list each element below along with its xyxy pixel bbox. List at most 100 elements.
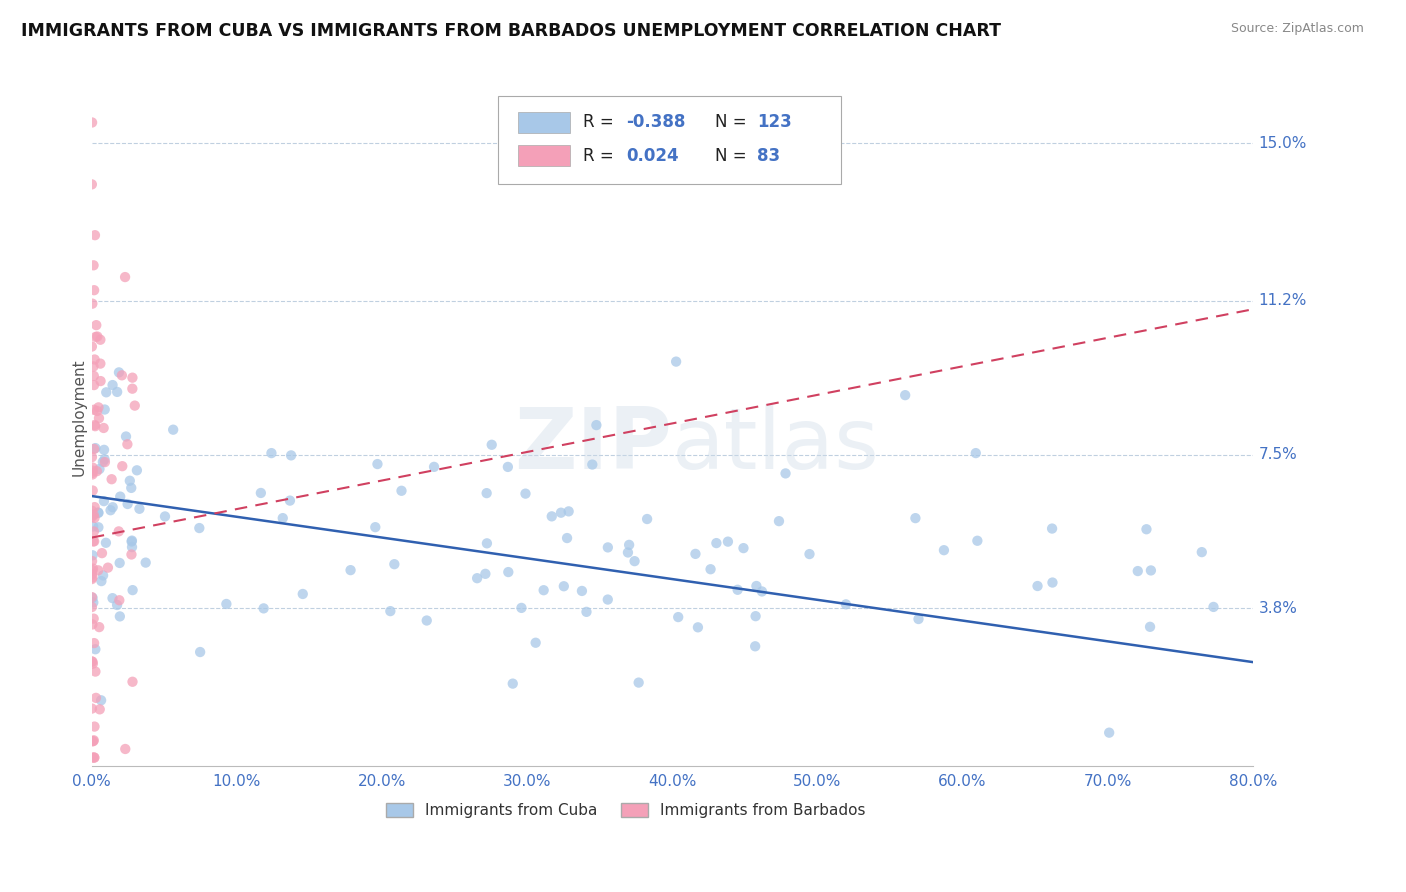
Point <box>94 455 117 469</box>
FancyBboxPatch shape <box>517 145 571 166</box>
Point <box>84 228 107 243</box>
Point <box>83 359 105 374</box>
Point <box>1139 620 1161 634</box>
Point <box>80 510 103 524</box>
Point <box>585 418 607 433</box>
Point <box>93 494 115 508</box>
Text: 3.8%: 3.8% <box>1258 600 1298 615</box>
Point <box>717 534 740 549</box>
Text: 15.0%: 15.0% <box>1258 136 1308 151</box>
Point <box>93 402 115 417</box>
Point <box>91 546 114 560</box>
Point <box>83 612 105 626</box>
Point <box>89 333 111 347</box>
Point <box>380 604 402 618</box>
Point <box>904 511 927 525</box>
Point <box>775 467 797 481</box>
Point <box>686 620 709 634</box>
Point <box>97 560 120 574</box>
Point <box>111 459 134 474</box>
Point <box>100 472 122 486</box>
Point <box>82 483 104 498</box>
Point <box>87 563 110 577</box>
Text: -0.388: -0.388 <box>626 113 685 131</box>
Point <box>83 442 105 456</box>
Point <box>496 459 519 474</box>
Point <box>135 556 157 570</box>
Point <box>423 459 446 474</box>
Point <box>617 538 640 552</box>
Point <box>121 534 143 549</box>
Point <box>907 612 929 626</box>
Point <box>111 368 134 383</box>
Point <box>498 565 520 579</box>
Point <box>82 617 104 632</box>
Point <box>555 531 578 545</box>
Point <box>124 399 146 413</box>
Point <box>706 536 728 550</box>
Point <box>83 750 105 764</box>
Point <box>82 734 104 748</box>
Text: 0.024: 0.024 <box>626 146 679 165</box>
Point <box>1026 579 1049 593</box>
Point <box>83 636 105 650</box>
Point <box>727 582 749 597</box>
Point <box>84 419 107 434</box>
Point <box>107 524 129 539</box>
Point <box>84 330 107 344</box>
FancyBboxPatch shape <box>498 96 841 184</box>
Point <box>121 382 143 396</box>
Point <box>84 665 107 679</box>
Legend: Immigrants from Cuba, Immigrants from Barbados: Immigrants from Cuba, Immigrants from Ba… <box>380 797 872 824</box>
Point <box>617 545 640 559</box>
Point <box>83 283 105 297</box>
Point <box>89 620 111 634</box>
Point <box>84 642 107 657</box>
Point <box>188 645 211 659</box>
Text: IMMIGRANTS FROM CUBA VS IMMIGRANTS FROM BARBADOS UNEMPLOYMENT CORRELATION CHART: IMMIGRANTS FROM CUBA VS IMMIGRANTS FROM … <box>21 22 1001 40</box>
Point <box>1202 599 1225 614</box>
Point <box>82 591 104 605</box>
Point <box>82 655 104 669</box>
Point <box>96 385 118 400</box>
Point <box>101 378 124 392</box>
Point <box>93 452 115 467</box>
Point <box>502 676 524 690</box>
Point <box>120 481 142 495</box>
Point <box>108 365 131 379</box>
Point <box>162 423 184 437</box>
Point <box>80 178 103 192</box>
Point <box>108 609 131 624</box>
Point <box>86 464 108 478</box>
Point <box>666 610 689 624</box>
Point <box>188 521 211 535</box>
Point <box>80 654 103 668</box>
Point <box>83 368 105 383</box>
Point <box>475 486 498 500</box>
Point <box>94 536 117 550</box>
Point <box>82 534 104 549</box>
Point <box>82 296 104 310</box>
Point <box>366 457 388 471</box>
Point <box>90 374 112 388</box>
Text: Source: ZipAtlas.com: Source: ZipAtlas.com <box>1230 22 1364 36</box>
Point <box>83 508 105 522</box>
Point <box>82 564 104 578</box>
Text: 123: 123 <box>756 113 792 131</box>
Point <box>623 554 645 568</box>
Point <box>121 583 143 598</box>
Point <box>744 640 766 654</box>
Point <box>84 690 107 705</box>
Point <box>745 579 768 593</box>
Point <box>557 504 579 518</box>
Point <box>391 483 413 498</box>
Point <box>475 536 498 550</box>
Point <box>465 571 488 585</box>
Point <box>524 636 547 650</box>
Point <box>125 463 148 477</box>
Point <box>121 370 143 384</box>
Point <box>128 501 150 516</box>
Point <box>510 600 533 615</box>
Text: atlas: atlas <box>672 403 880 487</box>
Point <box>90 693 112 707</box>
